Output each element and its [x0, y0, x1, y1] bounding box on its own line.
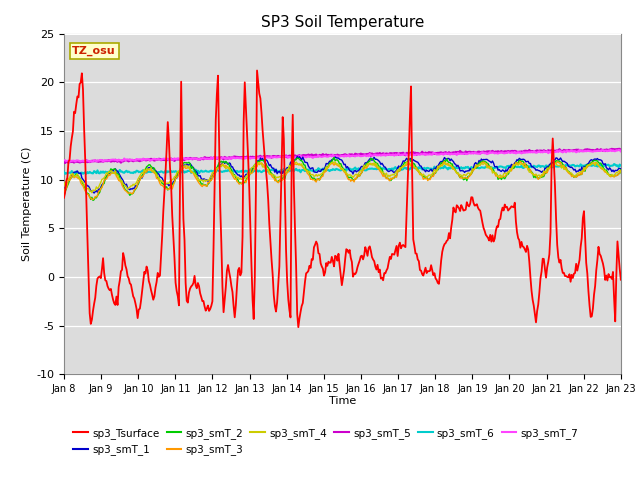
- Title: SP3 Soil Temperature: SP3 Soil Temperature: [260, 15, 424, 30]
- X-axis label: Time: Time: [329, 396, 356, 406]
- Text: TZ_osu: TZ_osu: [72, 46, 116, 56]
- Legend: sp3_Tsurface, sp3_smT_1, sp3_smT_2, sp3_smT_3, sp3_smT_4, sp3_smT_5, sp3_smT_6, : sp3_Tsurface, sp3_smT_1, sp3_smT_2, sp3_…: [69, 424, 582, 459]
- Y-axis label: Soil Temperature (C): Soil Temperature (C): [22, 147, 32, 261]
